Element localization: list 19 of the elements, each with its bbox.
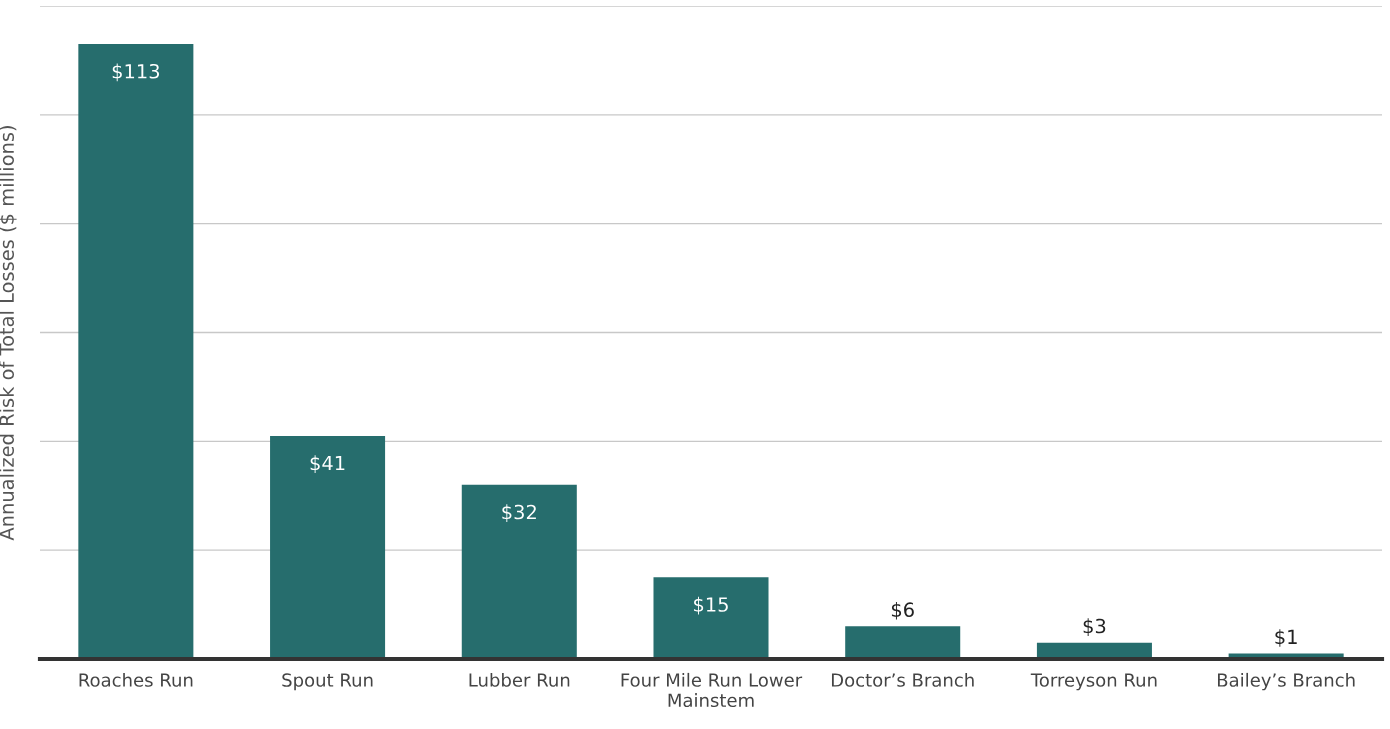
- bar: [461, 484, 577, 659]
- bar: [270, 435, 386, 659]
- data-label: $3: [1083, 618, 1106, 636]
- x-tick-label: Spout Run: [282, 673, 373, 691]
- x-tick-label: Lubber Run: [469, 672, 570, 687]
- data-label: $32: [502, 504, 536, 522]
- bar: [78, 44, 194, 659]
- x-tick-label: Bailey’s Branch: [1217, 672, 1355, 691]
- data-label: $6: [891, 601, 914, 620]
- bar: [845, 626, 961, 659]
- bar: [653, 577, 769, 659]
- x-tick-label: Torreyson Run: [1030, 673, 1157, 691]
- data-label: $1: [1275, 629, 1297, 647]
- x-tick-label: Roaches Run: [79, 672, 193, 687]
- data-label: $113: [112, 63, 160, 82]
- data-label: $15: [694, 596, 728, 615]
- x-tick-label: Four Mile Run Lower Mainstem: [621, 672, 803, 708]
- x-tick-label: Doctor’s Branch: [831, 672, 974, 687]
- data-label: $41: [310, 455, 345, 473]
